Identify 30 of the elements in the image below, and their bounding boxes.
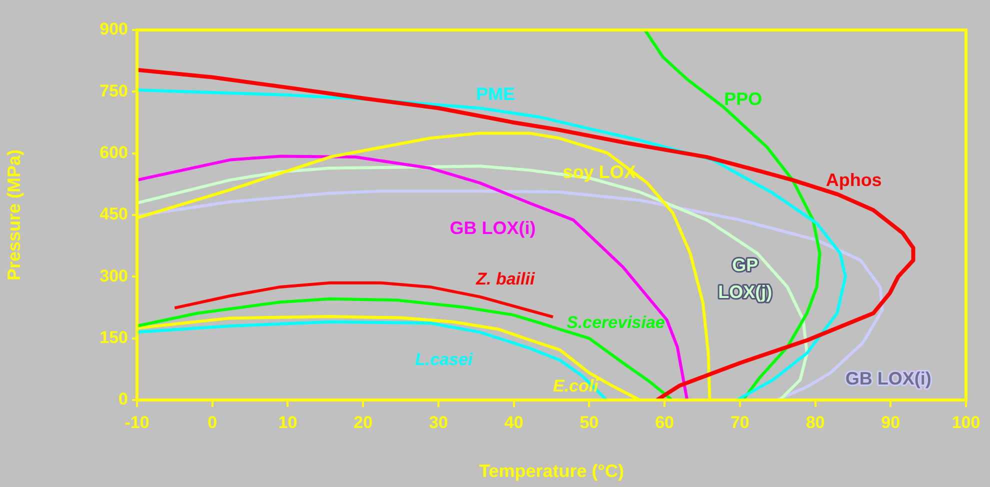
series-label: GP LOX(j) — [718, 254, 772, 302]
x-tick-label: 70 — [730, 412, 750, 432]
series-label: Aphos — [826, 170, 882, 190]
x-tick-label: 90 — [881, 412, 900, 432]
x-tick-label: 50 — [580, 412, 599, 432]
y-tick-label: 900 — [100, 20, 128, 39]
y-tick-label: 150 — [100, 328, 128, 348]
series-label: PPO — [724, 88, 762, 109]
series-label: GB LOX(i) — [450, 218, 536, 238]
series-label: Z. bailii — [475, 270, 536, 289]
x-tick-label: 0 — [208, 412, 218, 432]
x-axis-title: Temperature (°C) — [479, 461, 624, 482]
y-tick-label: 450 — [100, 204, 128, 224]
series-label: PME — [476, 84, 516, 104]
x-tick-label: 80 — [806, 412, 825, 432]
series-label: L.casei — [415, 350, 474, 369]
x-tick-label: 40 — [504, 412, 524, 432]
x-tick-label: 30 — [428, 412, 448, 432]
x-tick-label: 10 — [278, 412, 298, 432]
series-label: GB LOX(i) — [845, 368, 932, 388]
x-tick-label: 60 — [655, 412, 674, 432]
y-tick-label: 750 — [100, 81, 128, 100]
series-label: S.cerevisiae — [566, 313, 665, 332]
y-axis-title: Pressure (MPa) — [4, 149, 24, 281]
y-tick-label: 0 — [118, 390, 128, 409]
x-tick-label: 100 — [952, 412, 980, 432]
y-tick-label: 600 — [100, 143, 128, 162]
x-tick-label: -10 — [124, 412, 150, 432]
x-tick-label: 20 — [354, 412, 373, 432]
y-tick-label: 300 — [100, 266, 128, 286]
